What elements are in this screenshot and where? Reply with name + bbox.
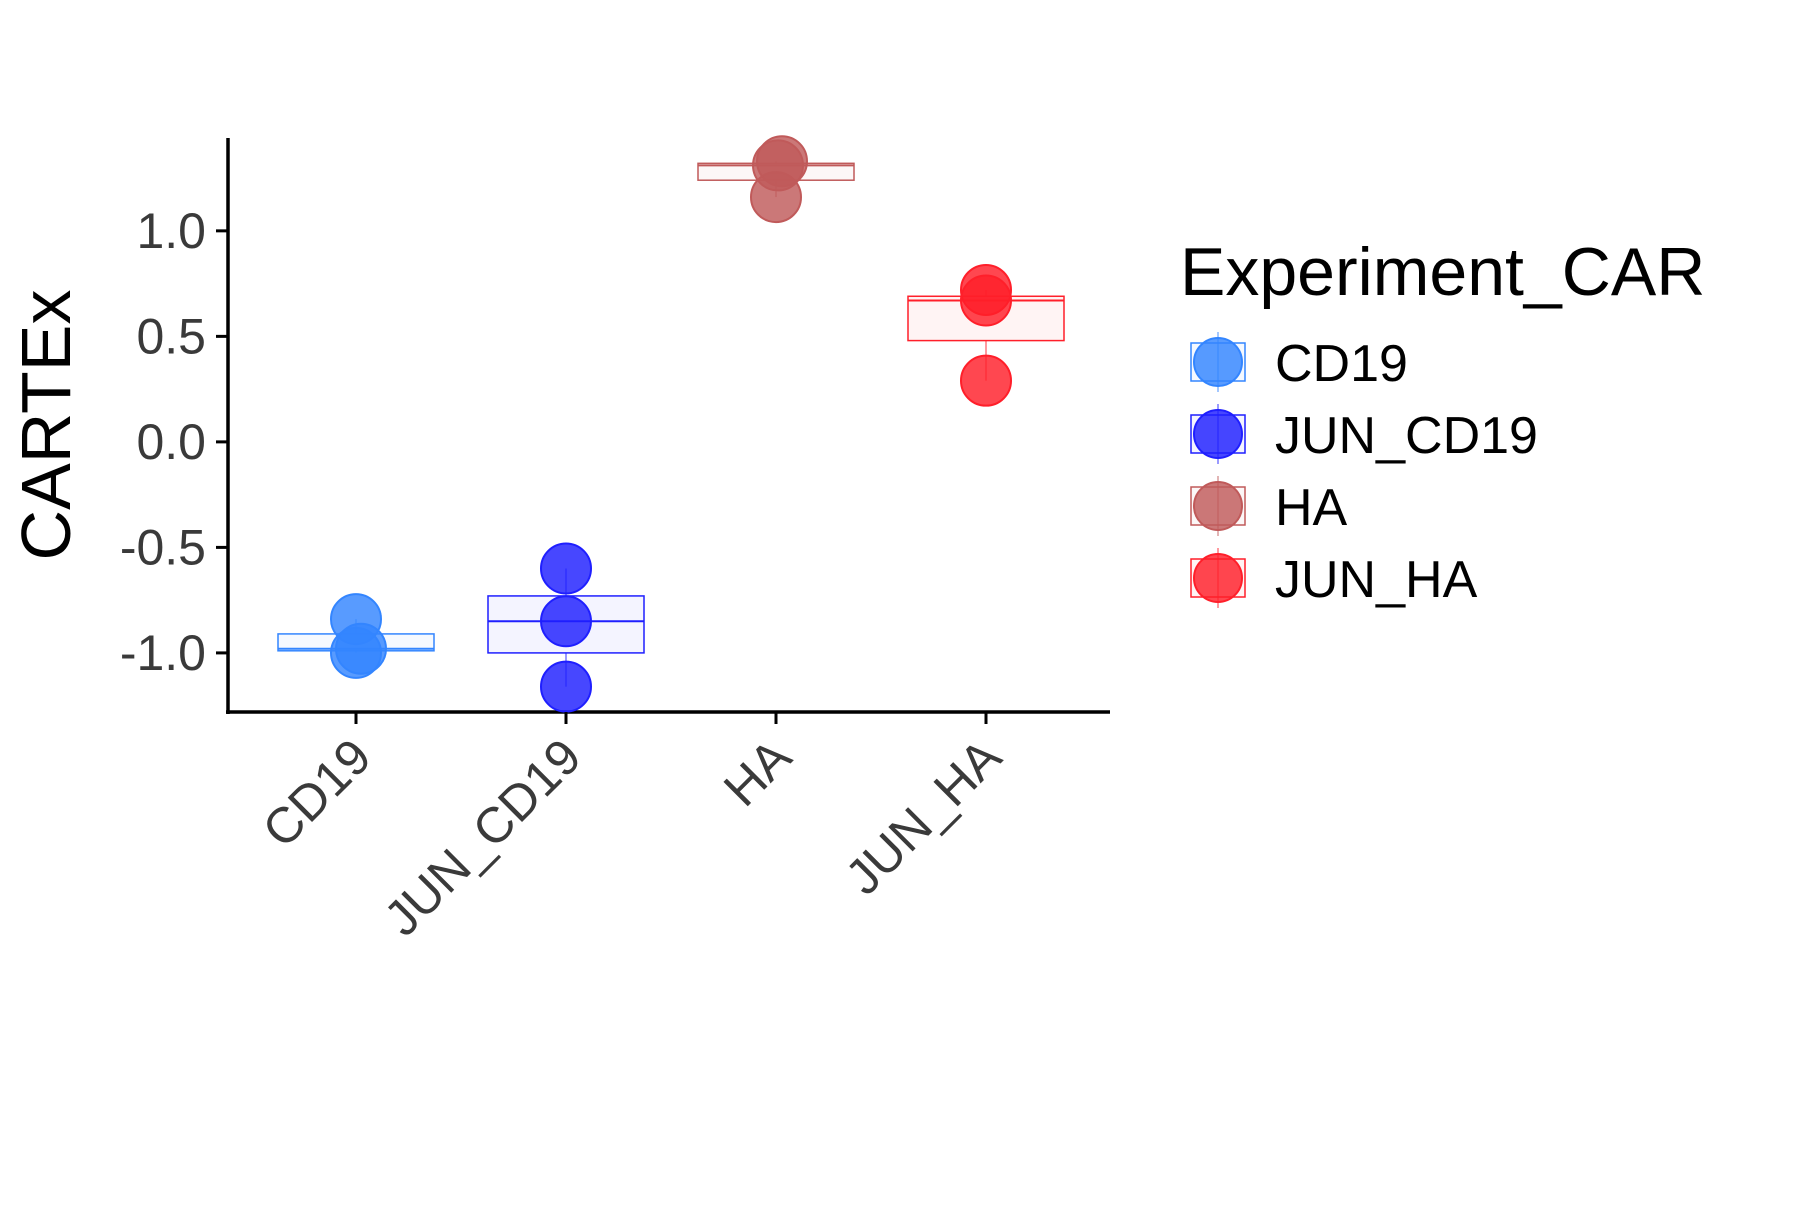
y-axis-ticks: 1.0 0.5 0.0 -0.5 -1.0 — [120, 203, 228, 681]
legend-item-HA: HA — [1190, 476, 1348, 537]
legend-key-point — [1193, 337, 1243, 387]
legend-label: JUN_CD19 — [1275, 407, 1538, 465]
legend-item-CD19: CD19 — [1190, 332, 1408, 393]
data-point-CD19 — [330, 626, 382, 679]
legend-item-JUN_CD19: JUN_CD19 — [1190, 404, 1538, 465]
y-tick-label: 1.0 — [136, 203, 206, 259]
legend-key-point — [1193, 553, 1243, 603]
y-tick-label: -0.5 — [120, 519, 206, 575]
y-axis-title: CARTEx — [7, 290, 85, 561]
legend-key-point — [1193, 481, 1243, 531]
legend-key-point — [1193, 409, 1243, 459]
x-tick-label: JUN_CD19 — [373, 728, 591, 946]
data-point-JUN_CD19 — [540, 595, 592, 648]
legend: Experiment_CAR CD19 JUN_CD19 HA JUN_HA — [1180, 234, 1705, 609]
data-point-JUN_HA — [960, 274, 1012, 327]
y-tick-label: 0.0 — [136, 414, 206, 470]
boxes — [277, 161, 1065, 687]
legend-label: HA — [1275, 479, 1348, 537]
data-point-JUN_HA — [960, 354, 1012, 407]
legend-items: CD19 JUN_CD19 HA JUN_HA — [1190, 332, 1538, 609]
data-point-JUN_CD19 — [540, 542, 592, 595]
axes — [226, 138, 1110, 714]
legend-title: Experiment_CAR — [1180, 234, 1705, 310]
legend-label: CD19 — [1275, 335, 1408, 393]
x-tick-label: CD19 — [252, 728, 382, 858]
x-tick-label: HA — [713, 728, 802, 817]
y-tick-label: -1.0 — [120, 625, 206, 681]
legend-item-JUN_HA: JUN_HA — [1190, 548, 1478, 609]
x-tick-label: JUN_HA — [835, 728, 1013, 906]
y-tick-label: 0.5 — [136, 308, 206, 364]
data-point-JUN_CD19 — [540, 660, 592, 713]
data-point-HA — [750, 171, 802, 224]
points — [330, 135, 1012, 713]
legend-label: JUN_HA — [1275, 551, 1478, 609]
